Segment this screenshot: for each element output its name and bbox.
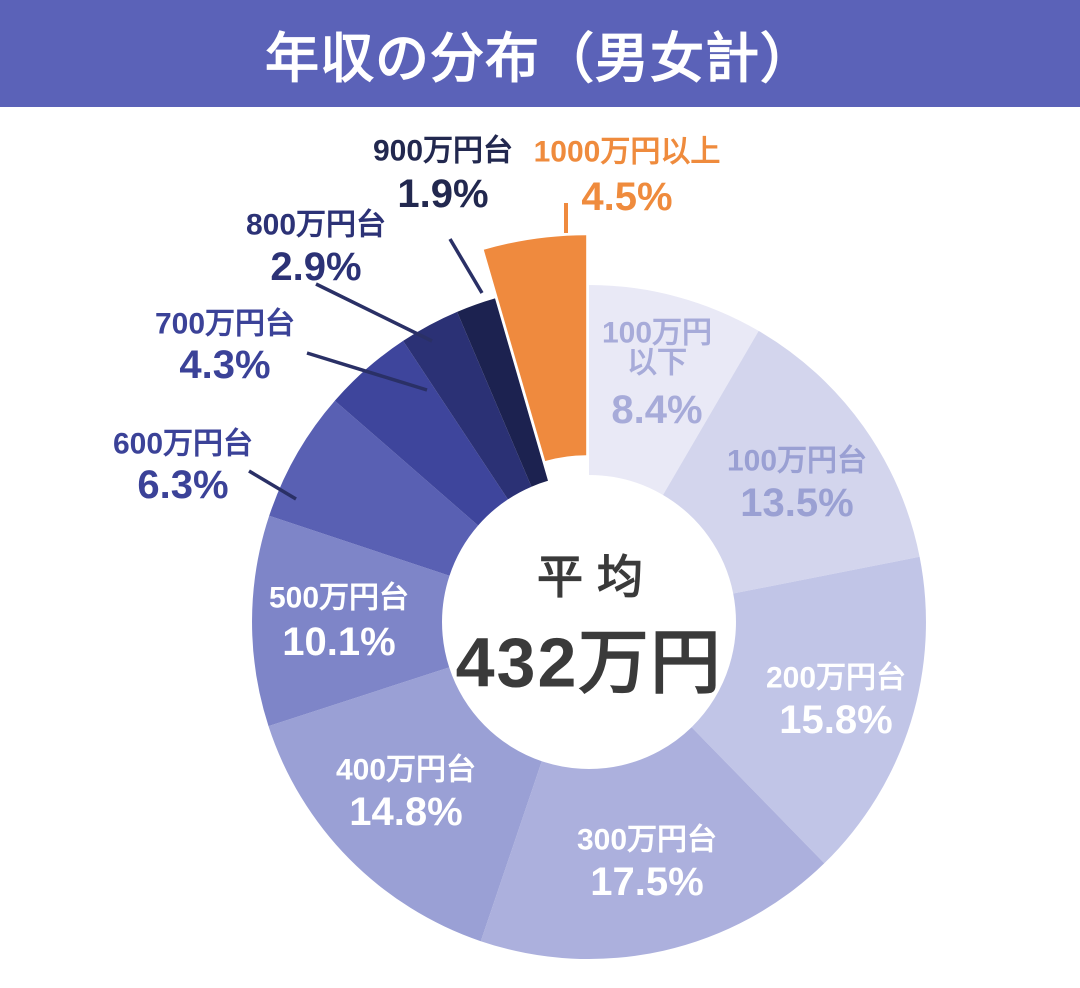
- pie-slice-11: [483, 235, 587, 461]
- slice-percent-6: 10.1%: [282, 620, 395, 664]
- slice-name-8: 700万円台: [155, 307, 295, 341]
- leader-line-8: [306, 351, 428, 392]
- pie-slice-7: [269, 400, 479, 576]
- slice-percent-2: 13.5%: [740, 481, 853, 525]
- slice-percent-7: 6.3%: [137, 463, 228, 507]
- slice-name-1: 100万円: [602, 317, 712, 350]
- leader-line-7: [248, 469, 297, 501]
- pie-slice-8: [334, 340, 508, 526]
- pie-slice-5: [268, 667, 542, 942]
- slice-name-9: 800万円台: [246, 208, 386, 242]
- leader-line-10: [448, 238, 484, 294]
- title-banner: 年収の分布（男女計）: [0, 0, 1080, 107]
- pie-slice-10: [457, 298, 548, 487]
- slice-percent-8: 4.3%: [179, 343, 270, 387]
- pie-slice-3: [691, 556, 926, 864]
- pie-slice-2: [663, 330, 920, 594]
- center-value: 432万円: [455, 623, 723, 702]
- pie-slice-9: [403, 311, 532, 500]
- slice-percent-5: 14.8%: [349, 790, 462, 834]
- slice-name-11: 1000万円以上: [534, 136, 721, 169]
- slice-name-1: 以下: [627, 347, 687, 380]
- slice-name-4: 300万円台: [577, 823, 717, 857]
- pie-slice-6: [252, 515, 450, 727]
- leader-line-9: [315, 282, 433, 343]
- pie-slice-4: [480, 727, 825, 960]
- slice-percent-9: 2.9%: [270, 245, 361, 289]
- slice-name-5: 400万円台: [336, 753, 476, 787]
- slice-percent-10: 1.9%: [397, 172, 488, 216]
- slice-name-2: 100万円台: [727, 444, 867, 478]
- center-caption: 平均: [537, 551, 657, 603]
- page-title: 年収の分布（男女計）: [265, 29, 815, 89]
- slice-name-6: 500万円台: [269, 581, 409, 615]
- slice-percent-3: 15.8%: [779, 698, 892, 742]
- slice-name-7: 600万円台: [113, 427, 253, 461]
- slice-name-3: 200万円台: [766, 661, 906, 695]
- slice-name-10: 900万円台: [373, 134, 513, 168]
- slice-percent-1: 8.4%: [611, 388, 702, 432]
- slice-percent-4: 17.5%: [590, 860, 703, 904]
- slice-percent-11: 4.5%: [581, 175, 672, 219]
- pie-slice-1: [589, 285, 759, 495]
